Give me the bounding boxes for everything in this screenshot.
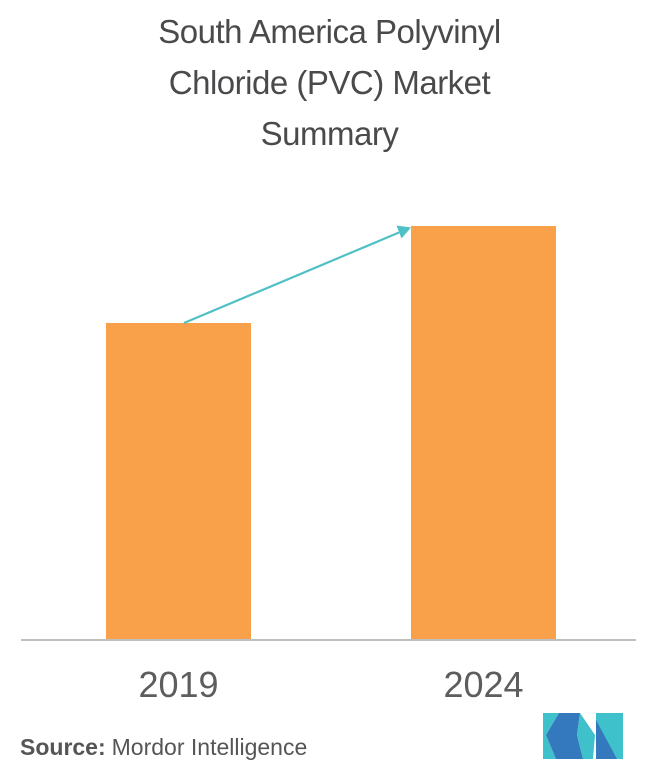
x-tick-label-2024: 2024 [443, 664, 524, 705]
source-label: Source: [20, 734, 106, 760]
source-attribution: Source: Mordor Intelligence [20, 734, 307, 761]
source-text: Mordor Intelligence [111, 734, 308, 760]
growth-arrow-line [183, 231, 400, 325]
bar-2019 [106, 323, 251, 639]
x-tick-label-2019: 2019 [138, 664, 219, 705]
x-axis-line [21, 639, 636, 641]
chart-title-line-3: Summary [260, 115, 399, 152]
bar-2024 [411, 226, 556, 639]
mordor-intelligence-logo-icon [543, 713, 623, 759]
logo-left-teal-notch [543, 713, 559, 759]
chart-title-line-1: South America Polyvinyl [158, 13, 501, 50]
chart-title-line-2: Chloride (PVC) Market [168, 64, 491, 101]
growth-arrow [183, 225, 411, 325]
logo-blue-chevron [546, 713, 583, 759]
logo-right-blue-triangle [596, 720, 617, 759]
growth-arrow-head [396, 225, 411, 239]
logo-middle-teal-wedge [577, 713, 595, 759]
chart-title: South America Polyvinyl Chloride (PVC) M… [0, 6, 659, 159]
